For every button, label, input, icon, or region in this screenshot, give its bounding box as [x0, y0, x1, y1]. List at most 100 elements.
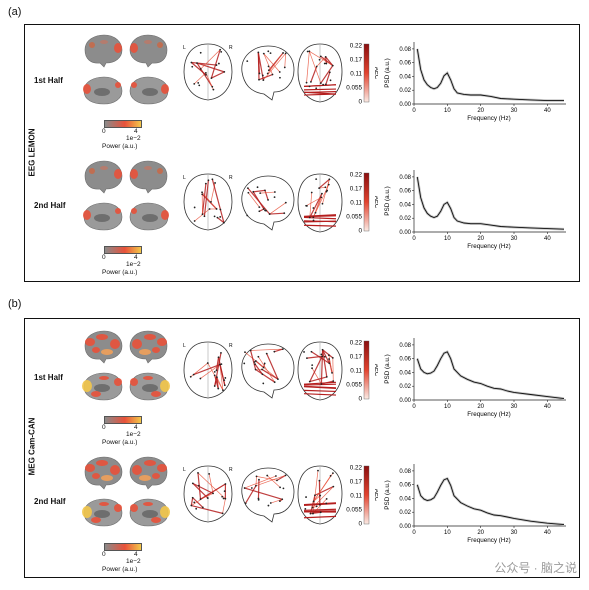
network-node [324, 83, 327, 86]
power-hotspot [152, 347, 160, 353]
network-node [278, 500, 281, 503]
brain-midline [94, 214, 110, 222]
power-colorbar: 0 4 1e−2 Power (a.u.) [102, 543, 142, 573]
network-edge [303, 93, 337, 96]
network-edge [318, 178, 330, 189]
network-node [259, 192, 262, 195]
network-edge [193, 364, 221, 376]
psd-x-tick-label: 30 [511, 530, 518, 536]
network-node [267, 199, 269, 201]
network-node [284, 201, 287, 204]
power-colorbar-min: 0 [102, 424, 106, 431]
network-node [215, 64, 218, 66]
power-colorbar-exponent: 1e−2 [126, 431, 141, 438]
network-node [312, 500, 315, 503]
power-hotspot [85, 464, 95, 472]
psd-y-tick-label: 0.04 [399, 74, 411, 80]
power-colorbar-gradient [104, 543, 142, 551]
network-node [213, 374, 216, 377]
power-hotspot [144, 460, 156, 466]
right-marker: R [229, 343, 233, 349]
power-hotspot [152, 473, 160, 479]
network-node [193, 206, 196, 209]
network-edge [245, 485, 257, 504]
network-node [324, 55, 327, 58]
network-edge [263, 53, 281, 73]
brain-surface [129, 34, 168, 68]
psd-chart: 0.00 0.02 0.04 0.06 0.08 0 10 20 30 40 Frequency (… [384, 42, 566, 122]
network-edge [313, 472, 334, 502]
network-node [201, 213, 204, 216]
network-edge [266, 353, 279, 380]
network-node [331, 371, 333, 374]
power-colorbar-min: 0 [102, 254, 106, 261]
network-node [261, 368, 263, 371]
brain-power-maps [78, 450, 174, 541]
network-node [223, 384, 226, 387]
network-node [328, 362, 331, 365]
psd-y-tick-label: 0.04 [399, 370, 411, 376]
aec-colorbar-label: AEC [373, 67, 378, 80]
network-node [318, 187, 321, 190]
network-edge [263, 53, 273, 75]
network-node [269, 502, 272, 504]
network-node [255, 475, 258, 478]
network-node [195, 507, 198, 510]
psd-y-axis-label: PSD (a.u.) [384, 186, 391, 215]
network-node [258, 478, 260, 481]
power-hotspot [130, 378, 138, 386]
aec-tick-label: 0 [358, 521, 362, 528]
power-hotspot [99, 502, 109, 506]
right-marker: R [229, 467, 233, 473]
network-node [222, 389, 224, 392]
network-node [306, 50, 309, 53]
network-node [222, 497, 225, 500]
glass-brain-outline [241, 467, 295, 523]
psd-x-tick-label: 10 [444, 404, 451, 410]
psd-x-tick-label: 0 [412, 404, 416, 410]
psd-y-axis-label: PSD (a.u.) [384, 480, 391, 509]
network-node [273, 381, 276, 384]
network-node [220, 50, 223, 53]
brain-surface [84, 160, 123, 194]
network-edge [269, 212, 285, 215]
dataset-label-b: MEG Cam-CAN [27, 417, 37, 476]
network-edge [309, 376, 327, 383]
power-colorbar-label: Power (a.u.) [102, 439, 138, 446]
power-colorbar-max: 4 [134, 128, 138, 135]
power-hotspot [89, 168, 95, 174]
network-node [309, 512, 312, 515]
power-colorbar-label: Power (a.u.) [102, 566, 138, 573]
power-colorbar-label: Power (a.u.) [102, 269, 138, 276]
network-node [258, 206, 261, 208]
network-node [279, 486, 281, 489]
network-node [244, 502, 247, 505]
power-hotspot [91, 391, 101, 397]
aec-tick-label: 0 [358, 396, 362, 403]
psd-x-tick-label: 10 [444, 108, 451, 114]
psd-x-tick-label: 20 [477, 236, 484, 242]
network-edge [303, 508, 337, 511]
network-node [308, 216, 311, 219]
network-edge [306, 51, 310, 83]
network-node [199, 498, 202, 501]
brain-power-maps [78, 28, 174, 119]
network-edge [303, 224, 337, 227]
network-node [201, 193, 204, 196]
psd-y-tick-label: 0.06 [399, 357, 411, 363]
network-edge [309, 192, 313, 218]
power-colorbar: 0 4 1e−2 Power (a.u.) [102, 246, 142, 276]
network-node [332, 472, 334, 475]
network-node [224, 483, 227, 485]
network-edge [211, 71, 225, 79]
network-node [210, 77, 213, 79]
psd-chart: 0.00 0.02 0.04 0.06 0.08 0 10 20 30 40 Frequency (… [384, 338, 566, 418]
glass-brain-outline [297, 43, 343, 103]
power-hotspot [139, 349, 151, 355]
row-label-a1: 1st Half [34, 76, 63, 85]
dataset-label-a: EEG LEMON [27, 128, 37, 177]
network-node [223, 221, 225, 224]
power-hotspot [130, 169, 138, 179]
network-edge [270, 498, 283, 504]
left-marker: L [183, 175, 186, 181]
